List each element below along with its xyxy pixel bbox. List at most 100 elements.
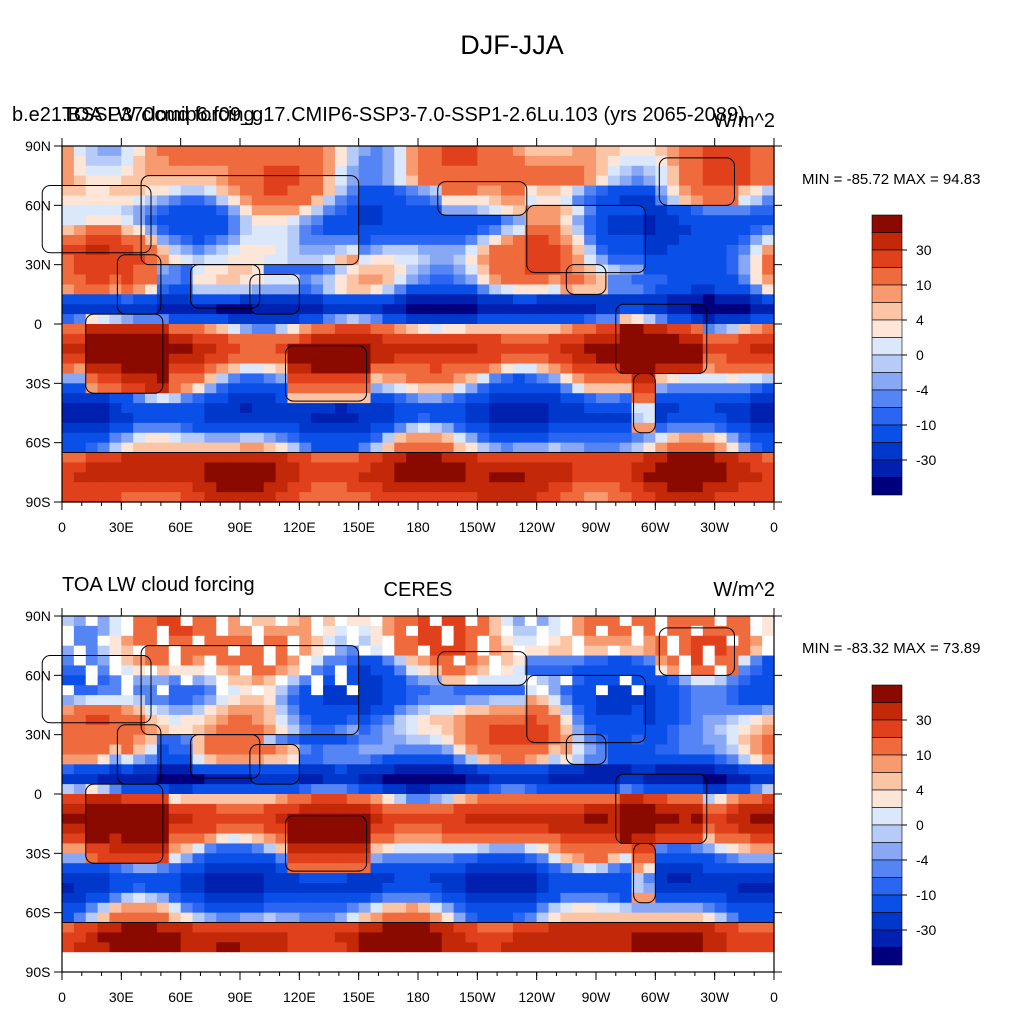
field-cell (489, 794, 502, 805)
field-cell (524, 274, 538, 286)
field-cell (334, 235, 348, 246)
field-cell (358, 892, 372, 904)
field-cell (323, 492, 336, 503)
field-cell (406, 383, 419, 394)
field-cell (726, 432, 739, 444)
field-cell (643, 185, 656, 197)
field-cell (370, 892, 383, 904)
field-cell (465, 675, 478, 686)
field-cell (121, 645, 134, 657)
field-cell (560, 902, 573, 914)
field-cell (501, 274, 514, 286)
field-cell (465, 492, 478, 503)
field-cell (619, 616, 633, 627)
field-cell (168, 616, 182, 627)
field-cell (156, 155, 170, 167)
x-tick-label: 90E (228, 989, 253, 1005)
panel2-minmax: MIN = -83.32 MAX = 73.89 (802, 640, 981, 657)
field-cell (489, 274, 502, 286)
field-cell (85, 635, 99, 647)
field-cell (750, 294, 763, 305)
field-cell (619, 705, 633, 716)
field-cell (62, 314, 75, 325)
field-cell (584, 665, 597, 676)
field-cell (726, 932, 739, 943)
field-cell (192, 764, 205, 775)
field-cell (418, 912, 431, 924)
field-cell (204, 734, 217, 746)
field-cell (406, 403, 419, 414)
field-cell (287, 195, 300, 206)
field-cell (584, 922, 597, 934)
field-cell (97, 373, 111, 384)
field-cell (619, 962, 633, 973)
field-cell (702, 225, 716, 236)
field-cell (299, 892, 312, 904)
field-cell (536, 254, 550, 266)
field-cell (334, 685, 348, 696)
field-cell (714, 803, 728, 815)
field-cell (370, 264, 383, 276)
field-cell (441, 185, 455, 197)
field-cell (121, 314, 134, 325)
field-cell (750, 254, 763, 266)
field-cell (631, 472, 645, 483)
field-cell (762, 764, 775, 775)
field-cell (584, 883, 597, 894)
field-cell (477, 195, 490, 206)
field-cell (346, 685, 360, 696)
field-cell (334, 744, 348, 756)
field-cell (145, 452, 158, 464)
field-cell (631, 333, 645, 345)
field-cell (750, 655, 763, 667)
field-cell (358, 215, 372, 226)
field-cell (168, 932, 182, 943)
field-cell (311, 734, 324, 746)
field-cell (382, 962, 395, 973)
field-cell (548, 333, 561, 345)
field-cell (560, 442, 573, 454)
field-cell (584, 165, 597, 177)
field-cell (299, 492, 312, 503)
field-cell (109, 962, 122, 973)
field-cell (501, 254, 514, 266)
field-cell (738, 883, 751, 894)
field-cell (690, 774, 704, 785)
field-cell (263, 205, 277, 216)
field-cell (429, 195, 443, 206)
field-cell (121, 432, 134, 444)
field-cell (667, 853, 680, 864)
field-cell (394, 813, 407, 825)
field-cell (429, 714, 443, 726)
field-cell (180, 452, 194, 464)
field-cell (501, 304, 514, 315)
field-cell (109, 403, 122, 414)
field-cell (323, 744, 336, 756)
field-cell (738, 482, 751, 493)
field-cell (406, 254, 419, 266)
colorbar-swatch (871, 894, 903, 913)
field-cell (429, 304, 443, 315)
field-cell (441, 744, 455, 756)
field-cell (536, 175, 550, 187)
field-cell (382, 235, 395, 246)
field-cell (572, 902, 585, 914)
field-cell (358, 843, 372, 854)
field-cell (192, 794, 205, 805)
field-cell (323, 942, 336, 953)
field-cell (714, 873, 728, 884)
field-cell (370, 363, 383, 375)
field-cell (489, 185, 502, 197)
field-cell (572, 774, 585, 785)
field-cell (133, 883, 146, 894)
field-cell (382, 373, 395, 384)
field-cell (180, 645, 194, 657)
field-cell (584, 146, 597, 157)
field-cell (702, 413, 716, 424)
field-cell (133, 912, 146, 924)
field-cell (85, 754, 99, 765)
field-cell (643, 655, 656, 667)
field-cell (512, 274, 526, 286)
field-cell (465, 314, 478, 325)
field-cell (287, 254, 300, 266)
